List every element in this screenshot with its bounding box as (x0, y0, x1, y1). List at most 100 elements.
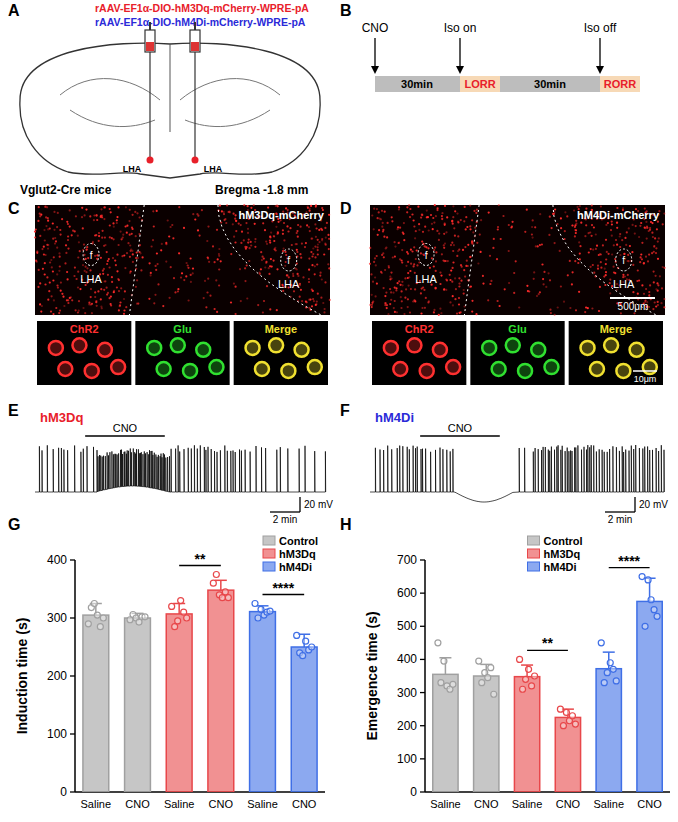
signal (663, 213, 665, 215)
signal (49, 228, 51, 230)
micrograph: fLHAfLHAhM4Di-mCherry500μmChR2GluMerge10… (369, 204, 666, 385)
signal (404, 297, 406, 299)
signal (67, 235, 69, 237)
signal (152, 210, 154, 212)
signal (134, 211, 136, 213)
signal (664, 267, 666, 269)
y-tick-label: 700 (397, 553, 417, 567)
signal (404, 277, 406, 279)
signal (317, 253, 319, 255)
signal (69, 226, 71, 228)
signal (320, 297, 322, 299)
data-point (569, 713, 575, 719)
boundary (129, 205, 144, 315)
signal (657, 304, 659, 306)
data-point (648, 597, 654, 603)
signal (420, 292, 422, 294)
signal (46, 206, 48, 208)
signal (234, 218, 236, 220)
signal (489, 283, 491, 285)
signal (167, 219, 169, 221)
signal (381, 226, 383, 228)
signal (423, 289, 425, 291)
signal (287, 274, 289, 276)
signal (603, 276, 605, 278)
signal (471, 240, 473, 242)
signal (543, 283, 545, 285)
y-tick-label: 100 (397, 752, 417, 766)
signal (104, 237, 106, 239)
signal (439, 272, 441, 274)
signal (88, 302, 90, 304)
signal (411, 213, 413, 215)
signal (458, 303, 460, 305)
tract-label: f (622, 255, 625, 266)
signal (627, 254, 629, 256)
signal (73, 275, 75, 277)
cell (147, 341, 161, 355)
data-point (598, 640, 604, 646)
signal (107, 274, 109, 276)
signal (377, 217, 379, 219)
signal (435, 251, 437, 253)
signal (82, 227, 84, 229)
signal (329, 299, 331, 301)
signal (124, 290, 126, 292)
signal (638, 236, 640, 238)
signal (41, 248, 43, 250)
signal (637, 293, 639, 295)
signal (327, 263, 329, 265)
bar (166, 614, 192, 792)
signal (629, 245, 631, 247)
scale-bar (634, 497, 635, 512)
signal (317, 293, 319, 295)
data-point (450, 681, 456, 687)
signal (132, 214, 134, 216)
signal (324, 243, 326, 245)
signal (405, 288, 407, 290)
signal (488, 212, 490, 214)
cell (643, 360, 657, 374)
signal (66, 221, 68, 223)
y-tick-label: 0 (60, 785, 67, 799)
signal (591, 307, 593, 309)
signal (442, 259, 444, 261)
signal (315, 303, 317, 305)
signal (539, 291, 541, 293)
legend-swatch (528, 562, 540, 571)
signal (401, 300, 403, 302)
signal (574, 235, 576, 237)
signal (632, 264, 634, 266)
signal (180, 277, 182, 279)
signal (373, 228, 375, 230)
signal (100, 288, 102, 290)
signal (452, 223, 454, 225)
signal (178, 206, 180, 208)
cell (72, 338, 86, 352)
signal (409, 312, 411, 314)
cell (246, 341, 260, 355)
signal (77, 235, 79, 237)
signal (246, 264, 248, 266)
signal (112, 222, 114, 224)
signal (306, 301, 308, 303)
signal (247, 232, 249, 234)
signal (109, 266, 111, 268)
signal (443, 289, 445, 291)
signal (574, 260, 576, 262)
signal (120, 287, 122, 289)
signal (403, 222, 405, 224)
signal (453, 227, 455, 229)
signal (276, 233, 278, 235)
signal (510, 226, 512, 228)
signal (384, 269, 386, 271)
signal (384, 211, 386, 213)
signal (273, 235, 275, 237)
signal (273, 260, 275, 262)
signal (616, 227, 618, 229)
signal (602, 244, 604, 246)
signal (261, 259, 263, 261)
signal (473, 210, 475, 212)
data-point (225, 595, 231, 601)
signal (54, 237, 56, 239)
